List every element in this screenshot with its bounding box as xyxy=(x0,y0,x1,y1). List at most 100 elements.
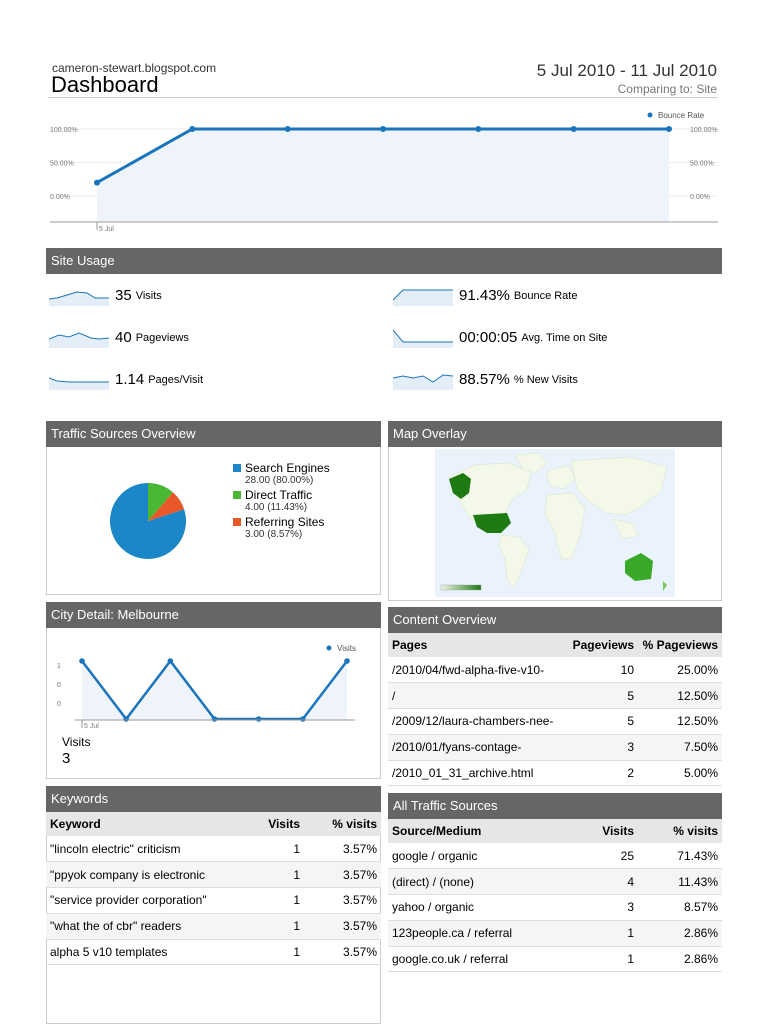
table-row[interactable]: "what the of cbr" readers 1 3.57% xyxy=(46,913,381,940)
traffic-sources-header: Traffic Sources Overview xyxy=(46,421,381,447)
data-point[interactable] xyxy=(300,716,306,722)
row-label[interactable]: /2010_01_31_archive.html xyxy=(388,760,562,787)
row-label[interactable]: alpha 5 v10 templates xyxy=(46,939,236,966)
sparkline-icon xyxy=(393,374,453,390)
row-count: 5 xyxy=(562,708,638,735)
row-label[interactable]: "ppyok company is electronic xyxy=(46,861,236,889)
row-label[interactable]: "lincoln electric" criticism xyxy=(46,836,236,863)
row-label[interactable]: /2010/01/fyans-contage- xyxy=(388,734,562,761)
date-range[interactable]: 5 Jul 2010 - 11 Jul 2010 xyxy=(536,61,717,80)
row-label[interactable]: (direct) / (none) xyxy=(388,868,562,896)
bounce-rate-chart: 100.00% 50.00% 0.00% 100.00% 50.00% 0.00% 5 … xyxy=(50,111,718,233)
col-header-visits[interactable]: Visits xyxy=(236,812,304,836)
metric-avg-time[interactable]: 00:00:05 Avg. Time on Site xyxy=(393,325,607,349)
row-count: 1 xyxy=(236,861,304,889)
row-label[interactable]: /2010/04/fwd-alpha-five-v10- xyxy=(388,657,562,684)
south-america-shape xyxy=(498,534,530,588)
row-label[interactable]: google / organic xyxy=(388,843,562,870)
row-label[interactable]: "what the of cbr" readers xyxy=(46,913,236,940)
row-count: 3 xyxy=(562,734,638,761)
pie-slice-referring-sites[interactable] xyxy=(148,492,185,521)
metric-bounce-rate[interactable]: 91.43% Bounce Rate xyxy=(393,283,577,307)
data-point[interactable] xyxy=(570,126,577,132)
data-point[interactable] xyxy=(284,126,291,132)
metric-new-visits[interactable]: 88.57% % New Visits xyxy=(393,367,578,391)
col-header-pct-visits[interactable]: % visits xyxy=(304,812,381,836)
metric-visits[interactable]: 35 Visits xyxy=(49,283,162,307)
sparkline-icon xyxy=(49,291,109,306)
city-detail-panel: 1 0 0 5 Jul Visits xyxy=(46,628,381,779)
row-percent: 12.50% xyxy=(638,708,722,735)
table-row[interactable]: /2010_01_31_archive.html 2 5.00% xyxy=(388,760,722,787)
metric-value: 40 xyxy=(115,328,132,346)
traffic-pie-chart xyxy=(109,483,186,559)
data-point[interactable] xyxy=(79,658,85,664)
y-tick-label-right: 0.00% xyxy=(690,194,710,201)
col-header-pageviews[interactable]: Pageviews xyxy=(562,633,638,657)
data-point[interactable] xyxy=(94,179,100,186)
table-row[interactable]: (direct) / (none) 4 11.43% xyxy=(388,868,722,896)
row-label[interactable]: yahoo / organic xyxy=(388,894,562,921)
data-point[interactable] xyxy=(189,126,196,132)
table-row[interactable]: google / organic 25 71.43% xyxy=(388,843,722,870)
data-point[interactable] xyxy=(380,126,386,132)
table-row[interactable]: /2009/12/laura-chambers-nee- 5 12.50% xyxy=(388,708,722,735)
col-header-source-medium[interactable]: Source/Medium xyxy=(388,819,562,843)
row-percent: 12.50% xyxy=(638,682,722,710)
row-count: 4 xyxy=(562,868,638,896)
metric-pages-visit[interactable]: 1.14 Pages/Visit xyxy=(49,367,203,391)
row-label[interactable]: 123people.ca / referral xyxy=(388,920,562,947)
metric-value: 1.14 xyxy=(115,370,145,388)
table-row[interactable]: "ppyok company is electronic 1 3.57% xyxy=(46,861,381,889)
col-header-pct-visits[interactable]: % visits xyxy=(638,819,722,843)
table-row[interactable]: yahoo / organic 3 8.57% xyxy=(388,894,722,921)
metric-pageviews[interactable]: 40 Pageviews xyxy=(49,325,189,349)
col-header-pct-pageviews[interactable]: % Pageviews xyxy=(638,633,722,657)
col-header-keyword[interactable]: Keyword xyxy=(46,812,236,836)
table-row[interactable]: 123people.ca / referral 1 2.86% xyxy=(388,920,722,947)
table-row[interactable]: "service provider corporation" 1 3.57% xyxy=(46,887,381,914)
legend-name: Search Engines xyxy=(245,461,330,475)
row-percent: 3.57% xyxy=(304,836,381,863)
all-traffic-header: All Traffic Sources xyxy=(388,793,722,819)
row-percent: 7.50% xyxy=(638,734,722,761)
row-percent: 3.57% xyxy=(304,913,381,940)
col-header-visits[interactable]: Visits xyxy=(562,819,638,843)
city-visits-chart: 1 0 0 5 Jul Visits xyxy=(57,644,356,730)
header-divider xyxy=(48,97,718,98)
pie-slice-direct-traffic[interactable] xyxy=(148,483,174,521)
table-row[interactable]: /2010/04/fwd-alpha-five-v10- 10 25.00% xyxy=(388,657,722,684)
table-row[interactable]: alpha 5 v10 templates 1 3.57% xyxy=(46,939,381,966)
table-row[interactable]: "lincoln electric" criticism 1 3.57% xyxy=(46,836,381,863)
metric-value: 91.43% xyxy=(459,286,510,304)
data-point[interactable] xyxy=(255,716,262,722)
row-label[interactable]: / xyxy=(388,682,562,710)
row-percent: 8.57% xyxy=(638,894,722,921)
chart-line xyxy=(81,658,348,722)
data-point[interactable] xyxy=(167,658,174,664)
table-row[interactable]: /5 12.50% xyxy=(388,682,722,710)
indonesia-shape xyxy=(612,518,640,540)
data-point[interactable] xyxy=(211,716,218,722)
table-row[interactable]: google.co.uk / referral 1 2.86% xyxy=(388,946,722,973)
data-point[interactable] xyxy=(475,126,482,132)
row-count: 1 xyxy=(236,836,304,863)
data-point[interactable] xyxy=(123,716,129,722)
row-label[interactable]: /2009/12/laura-chambers-nee- xyxy=(388,708,562,735)
data-point[interactable] xyxy=(666,126,672,132)
y-tick-label-left: 0.00% xyxy=(50,194,70,201)
y-tick-label: 0 xyxy=(57,682,61,689)
alaska-shape xyxy=(449,473,471,499)
data-point[interactable] xyxy=(344,658,350,664)
col-header-pages[interactable]: Pages xyxy=(388,633,562,657)
pie-slice-search-engines[interactable] xyxy=(109,483,186,559)
metric-value: 35 xyxy=(115,286,132,304)
table-row[interactable]: /2010/01/fyans-contage- 3 7.50% xyxy=(388,734,722,761)
keywords-table: Keyword Visits % visits "lincoln electri… xyxy=(46,812,381,966)
world-map[interactable] xyxy=(435,449,675,597)
row-label[interactable]: google.co.uk / referral xyxy=(388,946,562,973)
legend-name: Direct Traffic xyxy=(245,488,313,502)
row-count: 1 xyxy=(236,939,304,966)
row-label[interactable]: "service provider corporation" xyxy=(46,887,236,914)
row-count: 10 xyxy=(562,657,638,684)
